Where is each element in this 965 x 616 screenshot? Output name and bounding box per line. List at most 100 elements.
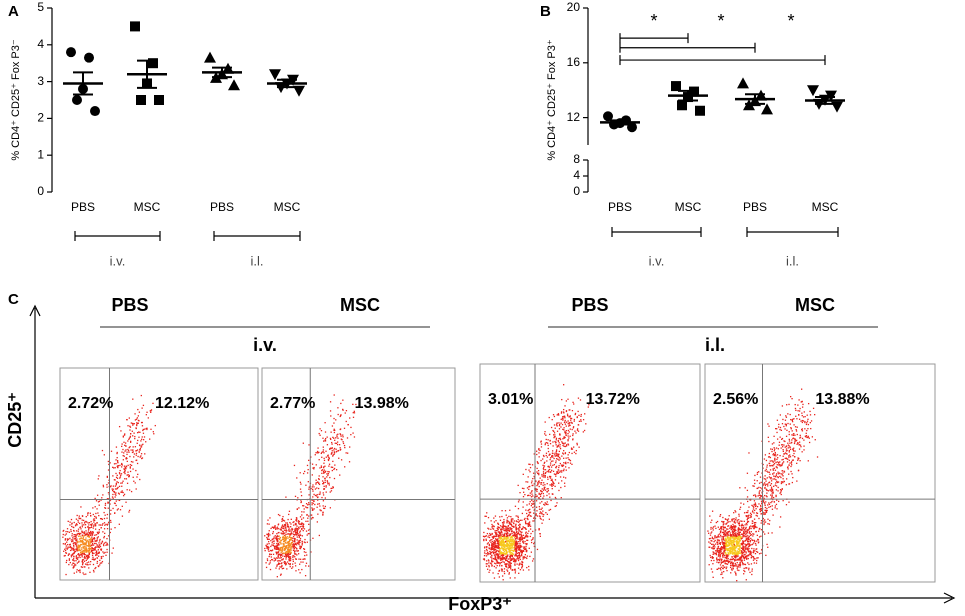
cell-event xyxy=(327,454,329,456)
cell-event xyxy=(304,538,306,541)
cell-event xyxy=(321,480,324,482)
cell-event xyxy=(123,493,126,496)
cell-event xyxy=(277,551,279,553)
cell-event xyxy=(340,459,343,461)
cell-event xyxy=(546,476,549,478)
cell-event xyxy=(118,493,121,495)
cell-event xyxy=(754,550,756,552)
cell-event xyxy=(140,394,142,397)
cell-event xyxy=(731,531,734,533)
cell-event xyxy=(499,553,501,555)
cell-event xyxy=(535,450,538,452)
cell-event xyxy=(525,547,527,549)
cell-event xyxy=(127,440,129,442)
cell-event xyxy=(736,537,738,539)
cell-event xyxy=(276,528,278,530)
cell-event xyxy=(524,554,527,556)
cell-event xyxy=(516,535,518,537)
cell-event xyxy=(83,544,86,546)
cell-event xyxy=(710,528,712,530)
cell-event xyxy=(503,548,506,551)
cell-event xyxy=(722,567,724,569)
cell-event xyxy=(509,522,511,524)
cell-event xyxy=(490,520,492,522)
cell-event xyxy=(283,552,285,555)
cell-event xyxy=(740,528,742,531)
cell-event xyxy=(493,558,495,560)
cell-event xyxy=(496,533,498,535)
cell-event xyxy=(313,466,315,469)
cell-event xyxy=(718,536,720,538)
cell-event xyxy=(536,453,538,456)
cell-event xyxy=(725,528,728,530)
cell-event xyxy=(296,527,298,530)
cell-event xyxy=(711,531,713,533)
cell-event xyxy=(324,505,327,508)
cell-event xyxy=(567,462,569,464)
cell-event xyxy=(92,527,94,529)
cell-event xyxy=(287,544,289,546)
cell-event xyxy=(150,410,152,412)
cell-event xyxy=(266,558,269,560)
cell-event xyxy=(729,537,732,539)
cell-event xyxy=(117,508,119,510)
cell-event xyxy=(286,541,289,543)
cell-event xyxy=(137,473,139,476)
cell-event xyxy=(720,534,722,537)
cell-event xyxy=(525,550,527,553)
cell-event xyxy=(128,475,130,478)
cell-event xyxy=(285,527,287,529)
cell-event xyxy=(485,565,488,567)
cell-event xyxy=(731,544,734,547)
cell-event xyxy=(83,532,85,535)
cell-event xyxy=(77,546,80,549)
cell-event xyxy=(522,501,524,503)
cell-event xyxy=(508,566,510,568)
cell-event xyxy=(496,545,499,547)
cell-event xyxy=(731,537,734,539)
cell-event xyxy=(729,539,731,541)
cell-event xyxy=(744,557,746,559)
cell-event xyxy=(92,513,94,516)
cell-event xyxy=(319,428,321,430)
cell-event xyxy=(110,528,112,530)
cell-event xyxy=(562,464,565,466)
cell-event xyxy=(285,529,287,531)
cell-event xyxy=(76,548,78,550)
cell-event xyxy=(133,480,135,482)
cell-event xyxy=(298,535,301,537)
cell-event xyxy=(498,539,501,542)
cell-event xyxy=(538,485,540,488)
cell-event xyxy=(500,551,503,554)
cell-event xyxy=(531,493,533,495)
cell-event xyxy=(114,502,116,505)
cell-event xyxy=(526,534,528,537)
cell-event xyxy=(510,536,512,538)
cell-event xyxy=(726,545,728,548)
cell-event xyxy=(293,464,296,467)
cell-event xyxy=(521,566,523,568)
cell-event xyxy=(501,527,504,529)
cell-event xyxy=(748,532,750,534)
cell-event xyxy=(501,535,503,538)
cell-event xyxy=(565,462,567,465)
cell-event xyxy=(532,477,534,480)
cell-event xyxy=(504,563,506,565)
cell-event xyxy=(266,559,269,562)
cell-event xyxy=(561,471,563,473)
cell-event xyxy=(491,564,493,566)
cell-event xyxy=(303,558,305,560)
cell-event xyxy=(555,460,557,462)
cell-event xyxy=(515,560,517,563)
cell-event xyxy=(514,543,516,545)
quadrant-percent: 13.98% xyxy=(355,395,409,412)
cell-event xyxy=(86,562,88,564)
cell-event xyxy=(509,549,511,551)
cell-event xyxy=(515,555,518,557)
cell-event xyxy=(118,523,120,525)
cell-event xyxy=(97,555,100,557)
cell-event xyxy=(81,544,83,546)
cell-event xyxy=(516,556,519,558)
cell-event xyxy=(510,542,513,544)
cell-event xyxy=(302,530,304,532)
